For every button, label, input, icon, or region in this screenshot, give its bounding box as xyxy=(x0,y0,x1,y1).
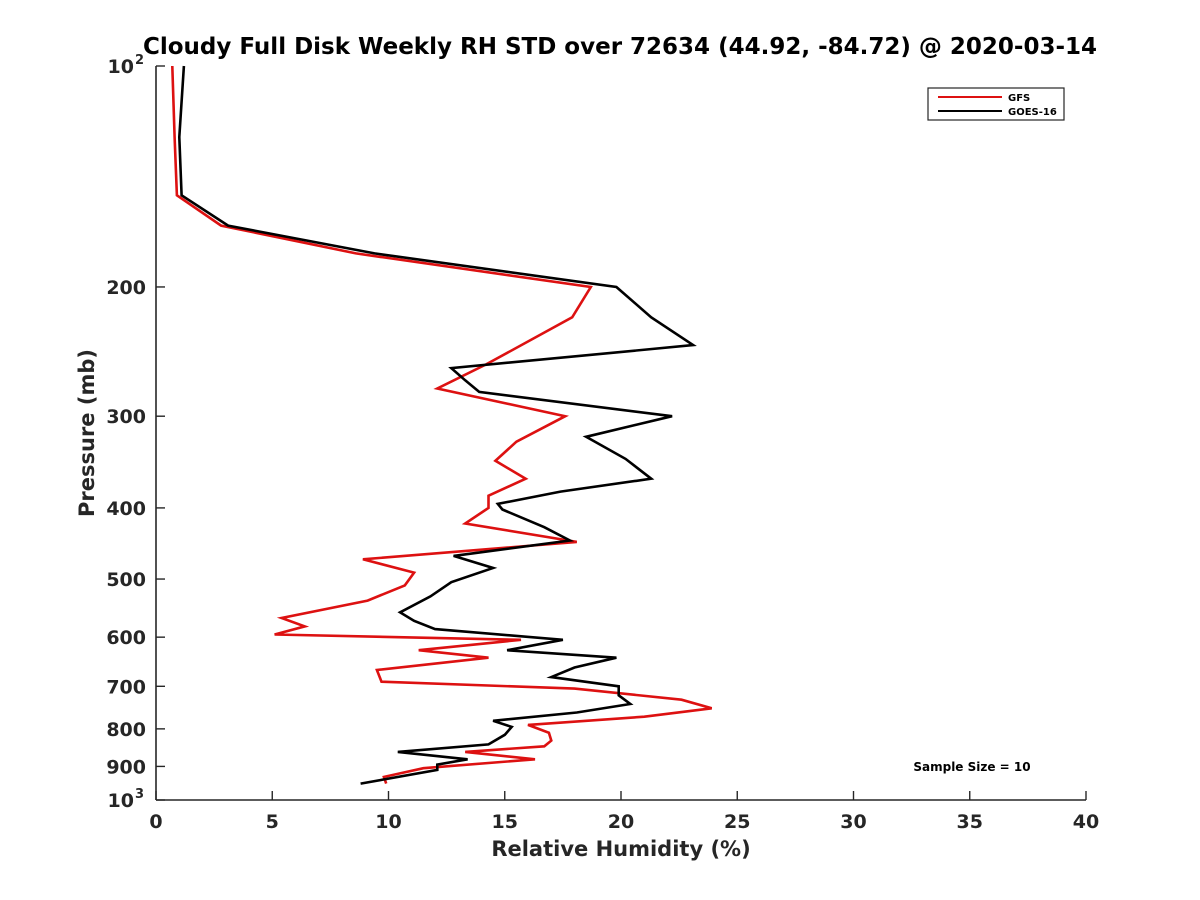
x-tick-label: 35 xyxy=(957,811,983,833)
x-tick-label: 25 xyxy=(724,811,750,833)
y-tick-exponent: 3 xyxy=(135,787,144,802)
y-tick-label: 500 xyxy=(106,569,146,591)
legend-label-gfs: GFS xyxy=(1008,93,1030,104)
series-line-gfs xyxy=(171,65,713,785)
x-tick-label: 15 xyxy=(492,811,518,833)
y-tick-exponent: 2 xyxy=(135,53,144,68)
y-tick-label: 400 xyxy=(106,498,146,520)
x-axis-label: Relative Humidity (%) xyxy=(491,837,750,861)
x-axis-ticks: 0 5 10 15 20 25 30 35 40 xyxy=(149,791,1099,833)
sample-size-annotation: Sample Size = 10 xyxy=(913,760,1030,774)
legend-box xyxy=(927,87,1065,121)
series-line-goes16 xyxy=(177,65,697,785)
x-tick-label: 5 xyxy=(266,811,279,833)
y-tick-label: 900 xyxy=(106,756,146,778)
y-tick-label: 200 xyxy=(106,277,146,299)
y-tick-label: 10 xyxy=(108,56,134,78)
x-tick-label: 30 xyxy=(840,811,866,833)
x-tick-label: 10 xyxy=(375,811,401,833)
y-tick-label: 10 xyxy=(108,790,134,812)
chart-title: Cloudy Full Disk Weekly RH STD over 7263… xyxy=(143,34,1097,60)
x-tick-label: 40 xyxy=(1073,811,1099,833)
legend-label-goes16: GOES-16 xyxy=(1008,107,1057,118)
x-tick-label: 0 xyxy=(149,811,162,833)
y-tick-label: 700 xyxy=(106,676,146,698)
y-axis-label: Pressure (mb) xyxy=(75,349,99,517)
series-layer xyxy=(171,65,713,785)
y-tick-label: 300 xyxy=(106,406,146,428)
x-tick-label: 20 xyxy=(608,811,634,833)
legend: GFS GOES-16 xyxy=(927,87,1065,121)
y-tick-label: 600 xyxy=(106,627,146,649)
y-tick-label: 800 xyxy=(106,719,146,741)
plot-area xyxy=(156,66,1086,800)
